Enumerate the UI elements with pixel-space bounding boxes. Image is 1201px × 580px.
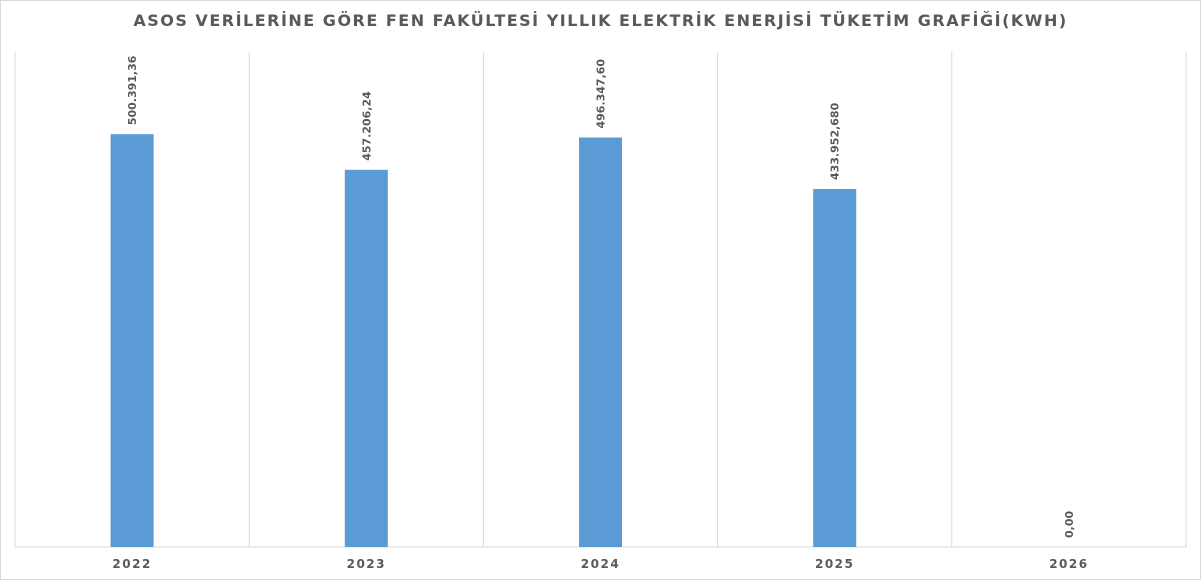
data-label-2023: 457.206,24	[360, 91, 373, 161]
x-tick-label-2025: 2025	[815, 557, 854, 571]
data-label-2026: 0,00	[1063, 511, 1076, 538]
x-tick-label-2024: 2024	[581, 557, 620, 571]
bar-2023	[344, 169, 388, 547]
x-tick-label-2026: 2026	[1049, 557, 1088, 571]
bar-2022	[110, 134, 154, 547]
data-label-2024: 496.347,60	[595, 59, 608, 129]
data-label-2025: 433.952,680	[829, 102, 842, 180]
data-label-2022: 500.391,36	[126, 55, 139, 125]
chart-title: ASOS VERİLERİNE GÖRE FEN FAKÜLTESİ YILLI…	[133, 11, 1068, 30]
x-tick-label-2022: 2022	[112, 557, 151, 571]
bars	[110, 134, 857, 547]
data-labels: 500.391,36 457.206,24 496.347,60 433.952,68…	[126, 55, 1076, 538]
bar-2025	[813, 188, 857, 547]
bar-2024	[579, 137, 622, 547]
x-tick-labels: 2022 2023 2024 2025 2026	[112, 557, 1088, 571]
x-tick-label-2023: 2023	[347, 557, 386, 571]
